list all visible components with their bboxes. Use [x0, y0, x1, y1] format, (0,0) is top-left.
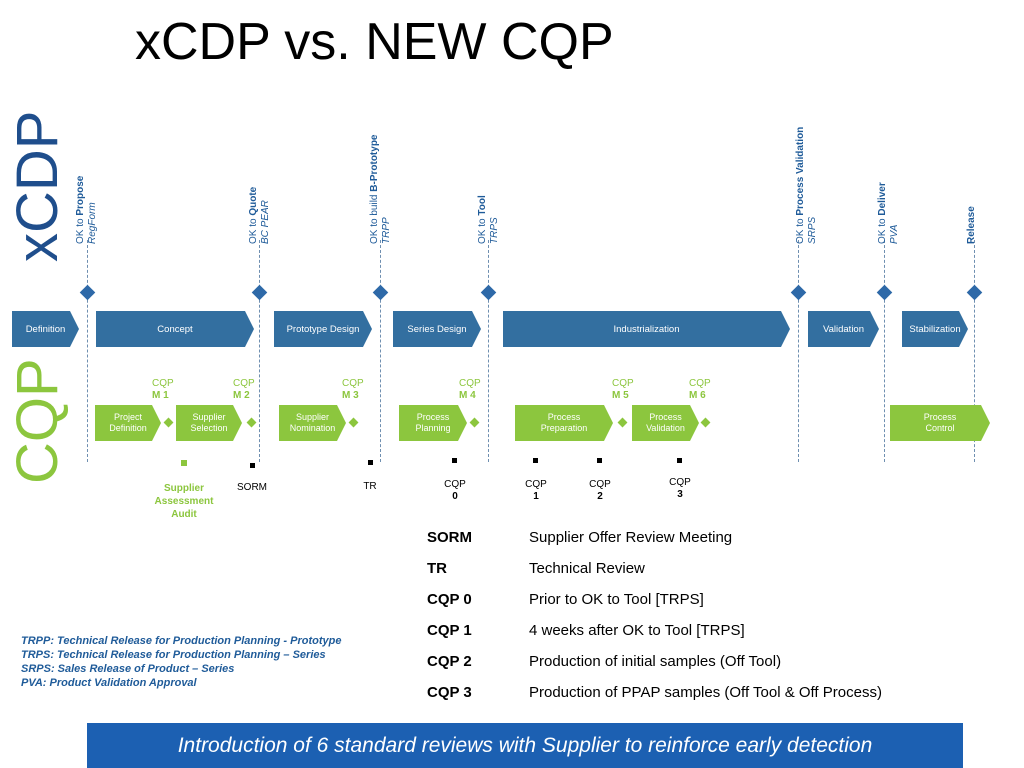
- legend-value: Supplier Offer Review Meeting: [529, 529, 733, 546]
- tr-review-label: TR: [363, 481, 377, 492]
- legend-value: Technical Review: [529, 560, 645, 577]
- milestone-line-propose: [87, 240, 88, 462]
- milestone-diamond-icon: [251, 284, 268, 301]
- summary-banner: Introduction of 6 standard reviews with …: [87, 723, 963, 768]
- xcdp-label-text: xCDP: [5, 110, 70, 262]
- legend-key: CQP 2: [427, 653, 472, 670]
- note-srps: SRPS: Sales Release of Product – Series: [21, 663, 235, 675]
- legend-key: CQP 3: [427, 684, 472, 701]
- note-pva: PVA: Product Validation Approval: [21, 677, 197, 689]
- cqp-phase-process-control: Process Control: [890, 405, 990, 441]
- milestone-line-deliver: [884, 240, 885, 462]
- milestone-diamond-icon: [480, 284, 497, 301]
- abbreviation-notes: TRPP: Technical Release for Production P…: [21, 634, 341, 690]
- legend-key: TR: [427, 560, 447, 577]
- cqp-phase-project-definition: Project Definition: [95, 405, 161, 441]
- legend-key: CQP 0: [427, 591, 472, 608]
- phase-series-design: Series Design: [393, 311, 481, 347]
- milestone-label-release: Release: [966, 206, 977, 244]
- cqp-milestone-diamond-icon: [246, 417, 257, 428]
- milestone-line-quote: [259, 240, 260, 462]
- cqp-phase-process-preparation: Process Preparation: [515, 405, 613, 441]
- phase-concept: Concept: [96, 311, 254, 347]
- legend-key: CQP 1: [427, 622, 472, 639]
- tr-marker-icon: [368, 460, 373, 465]
- cqp-milestone-diamond-icon: [348, 417, 359, 428]
- cqp-milestone-diamond-icon: [163, 417, 174, 428]
- cqp-phase-supplier-selection: Supplier Selection: [176, 405, 242, 441]
- cqp2-review-label: CQP 2: [589, 479, 611, 502]
- cqp-milestone-diamond-icon: [469, 417, 480, 428]
- cqp-milestone-m6: CQP M 6: [689, 378, 711, 401]
- phase-stabilization: Stabilization: [902, 311, 968, 347]
- cqp-milestone-m4: CQP M 4: [459, 378, 481, 401]
- milestone-label-propose: OK to Propose RegForm: [75, 175, 98, 244]
- cqp-milestone-m5: CQP M 5: [612, 378, 634, 401]
- sorm-marker-icon: [250, 463, 255, 468]
- supplier-assessment-audit-label: Supplier Assessment Audit: [154, 483, 214, 520]
- note-trpp: TRPP: Technical Release for Production P…: [21, 635, 342, 647]
- legend-value: 4 weeks after OK to Tool [TRPS]: [529, 622, 745, 639]
- cqp3-marker-icon: [677, 458, 682, 463]
- cqp0-review-label: CQP 0: [444, 479, 466, 502]
- milestone-line-prototype: [380, 240, 381, 462]
- milestone-line-process-validation: [798, 240, 799, 462]
- phase-prototype-design: Prototype Design: [274, 311, 372, 347]
- cqp1-review-label: CQP 1: [525, 479, 547, 502]
- cqp-milestone-diamond-icon: [617, 417, 628, 428]
- cqp-phase-supplier-nomination: Supplier Nomination: [279, 405, 346, 441]
- milestone-diamond-icon: [79, 284, 96, 301]
- cqp2-marker-icon: [597, 458, 602, 463]
- phase-definition: Definition: [12, 311, 79, 347]
- milestone-diamond-icon: [372, 284, 389, 301]
- cqp3-review-label: CQP 3: [669, 477, 691, 500]
- legend-value: Production of PPAP samples (Off Tool & O…: [529, 684, 882, 701]
- milestone-diamond-icon: [966, 284, 983, 301]
- cqp-label-text: CQP: [5, 358, 70, 484]
- milestone-label-process-validation: OK to Process Validation SRPS: [795, 126, 818, 244]
- cqp1-marker-icon: [533, 458, 538, 463]
- page-title: xCDP vs. NEW CQP: [135, 13, 614, 71]
- cqp-phase-process-validation: Process Validation: [632, 405, 699, 441]
- milestone-label-tool: OK to Tool TRPS: [477, 195, 500, 244]
- cqp-milestone-diamond-icon: [700, 417, 711, 428]
- milestone-label-quote: OK to Quote BC PEAR: [248, 186, 271, 244]
- legend-value: Prior to OK to Tool [TRPS]: [529, 591, 704, 608]
- phase-validation: Validation: [808, 311, 879, 347]
- audit-marker-icon: [181, 460, 187, 466]
- milestone-diamond-icon: [790, 284, 807, 301]
- sorm-review-label: SORM: [237, 482, 267, 493]
- cqp0-marker-icon: [452, 458, 457, 463]
- cqp-side-label: CQP: [0, 358, 96, 484]
- legend-key: SORM: [427, 529, 472, 546]
- cqp-milestone-m3: CQP M 3: [342, 378, 364, 401]
- legend-value: Production of initial samples (Off Tool): [529, 653, 782, 670]
- cqp-phase-process-planning: Process Planning: [399, 405, 467, 441]
- milestone-diamond-icon: [876, 284, 893, 301]
- milestone-label-prototype: OK to build B-Prototype TRPP: [369, 134, 392, 245]
- note-trps: TRPS: Technical Release for Production P…: [21, 649, 326, 661]
- milestone-line-release: [974, 240, 975, 462]
- milestone-label-deliver: OK to Deliver PVA: [877, 182, 900, 244]
- cqp-milestone-m1: CQP M 1: [152, 378, 174, 401]
- milestone-line-tool: [488, 240, 489, 462]
- phase-industrialization: Industrialization: [503, 311, 790, 347]
- cqp-milestone-m2: CQP M 2: [233, 378, 255, 401]
